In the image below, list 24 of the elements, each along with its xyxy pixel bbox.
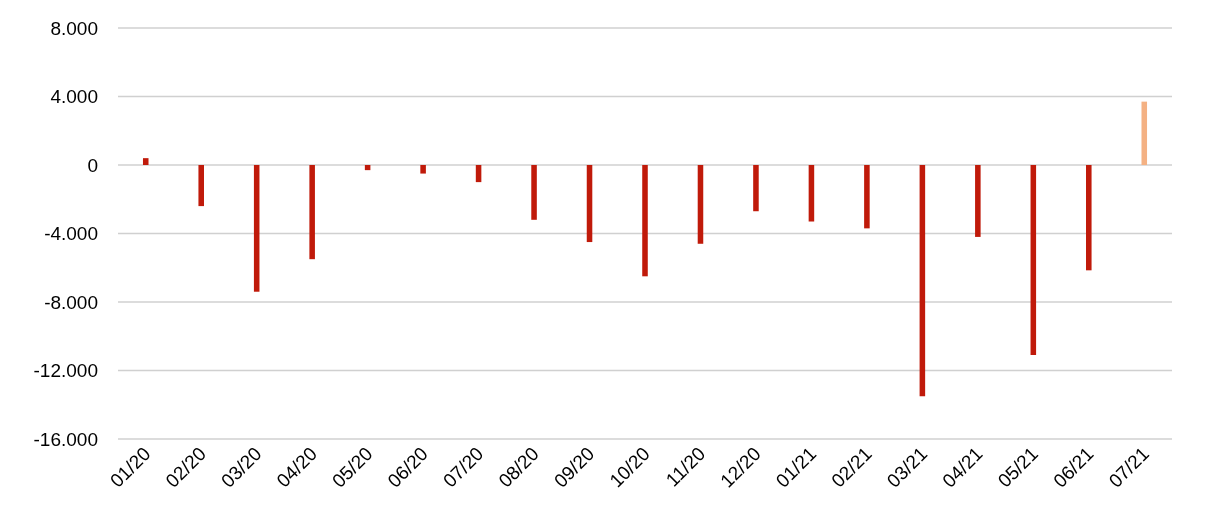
bar	[253, 165, 260, 292]
y-tick-label: 8.000	[50, 17, 98, 39]
bar	[642, 165, 648, 277]
bar	[586, 165, 593, 243]
bar	[198, 165, 204, 207]
y-tick-label: 4.000	[50, 86, 98, 108]
bar	[1030, 165, 1037, 356]
bar	[309, 165, 315, 260]
bar	[753, 165, 759, 212]
y-tick-label: -4.000	[44, 223, 98, 245]
bar	[697, 165, 704, 244]
y-tick-label: -16.000	[33, 428, 98, 450]
y-tick-label: -12.000	[33, 360, 98, 382]
bar	[531, 165, 537, 220]
bar	[1086, 165, 1092, 271]
y-tick-label: 0	[87, 154, 98, 176]
bar	[975, 165, 981, 237]
bar	[864, 165, 870, 229]
bar	[420, 165, 426, 174]
y-tick-label: -8.000	[44, 291, 98, 313]
bar	[1141, 101, 1148, 165]
bar	[142, 158, 149, 165]
bar	[808, 165, 815, 222]
bar	[919, 165, 926, 397]
